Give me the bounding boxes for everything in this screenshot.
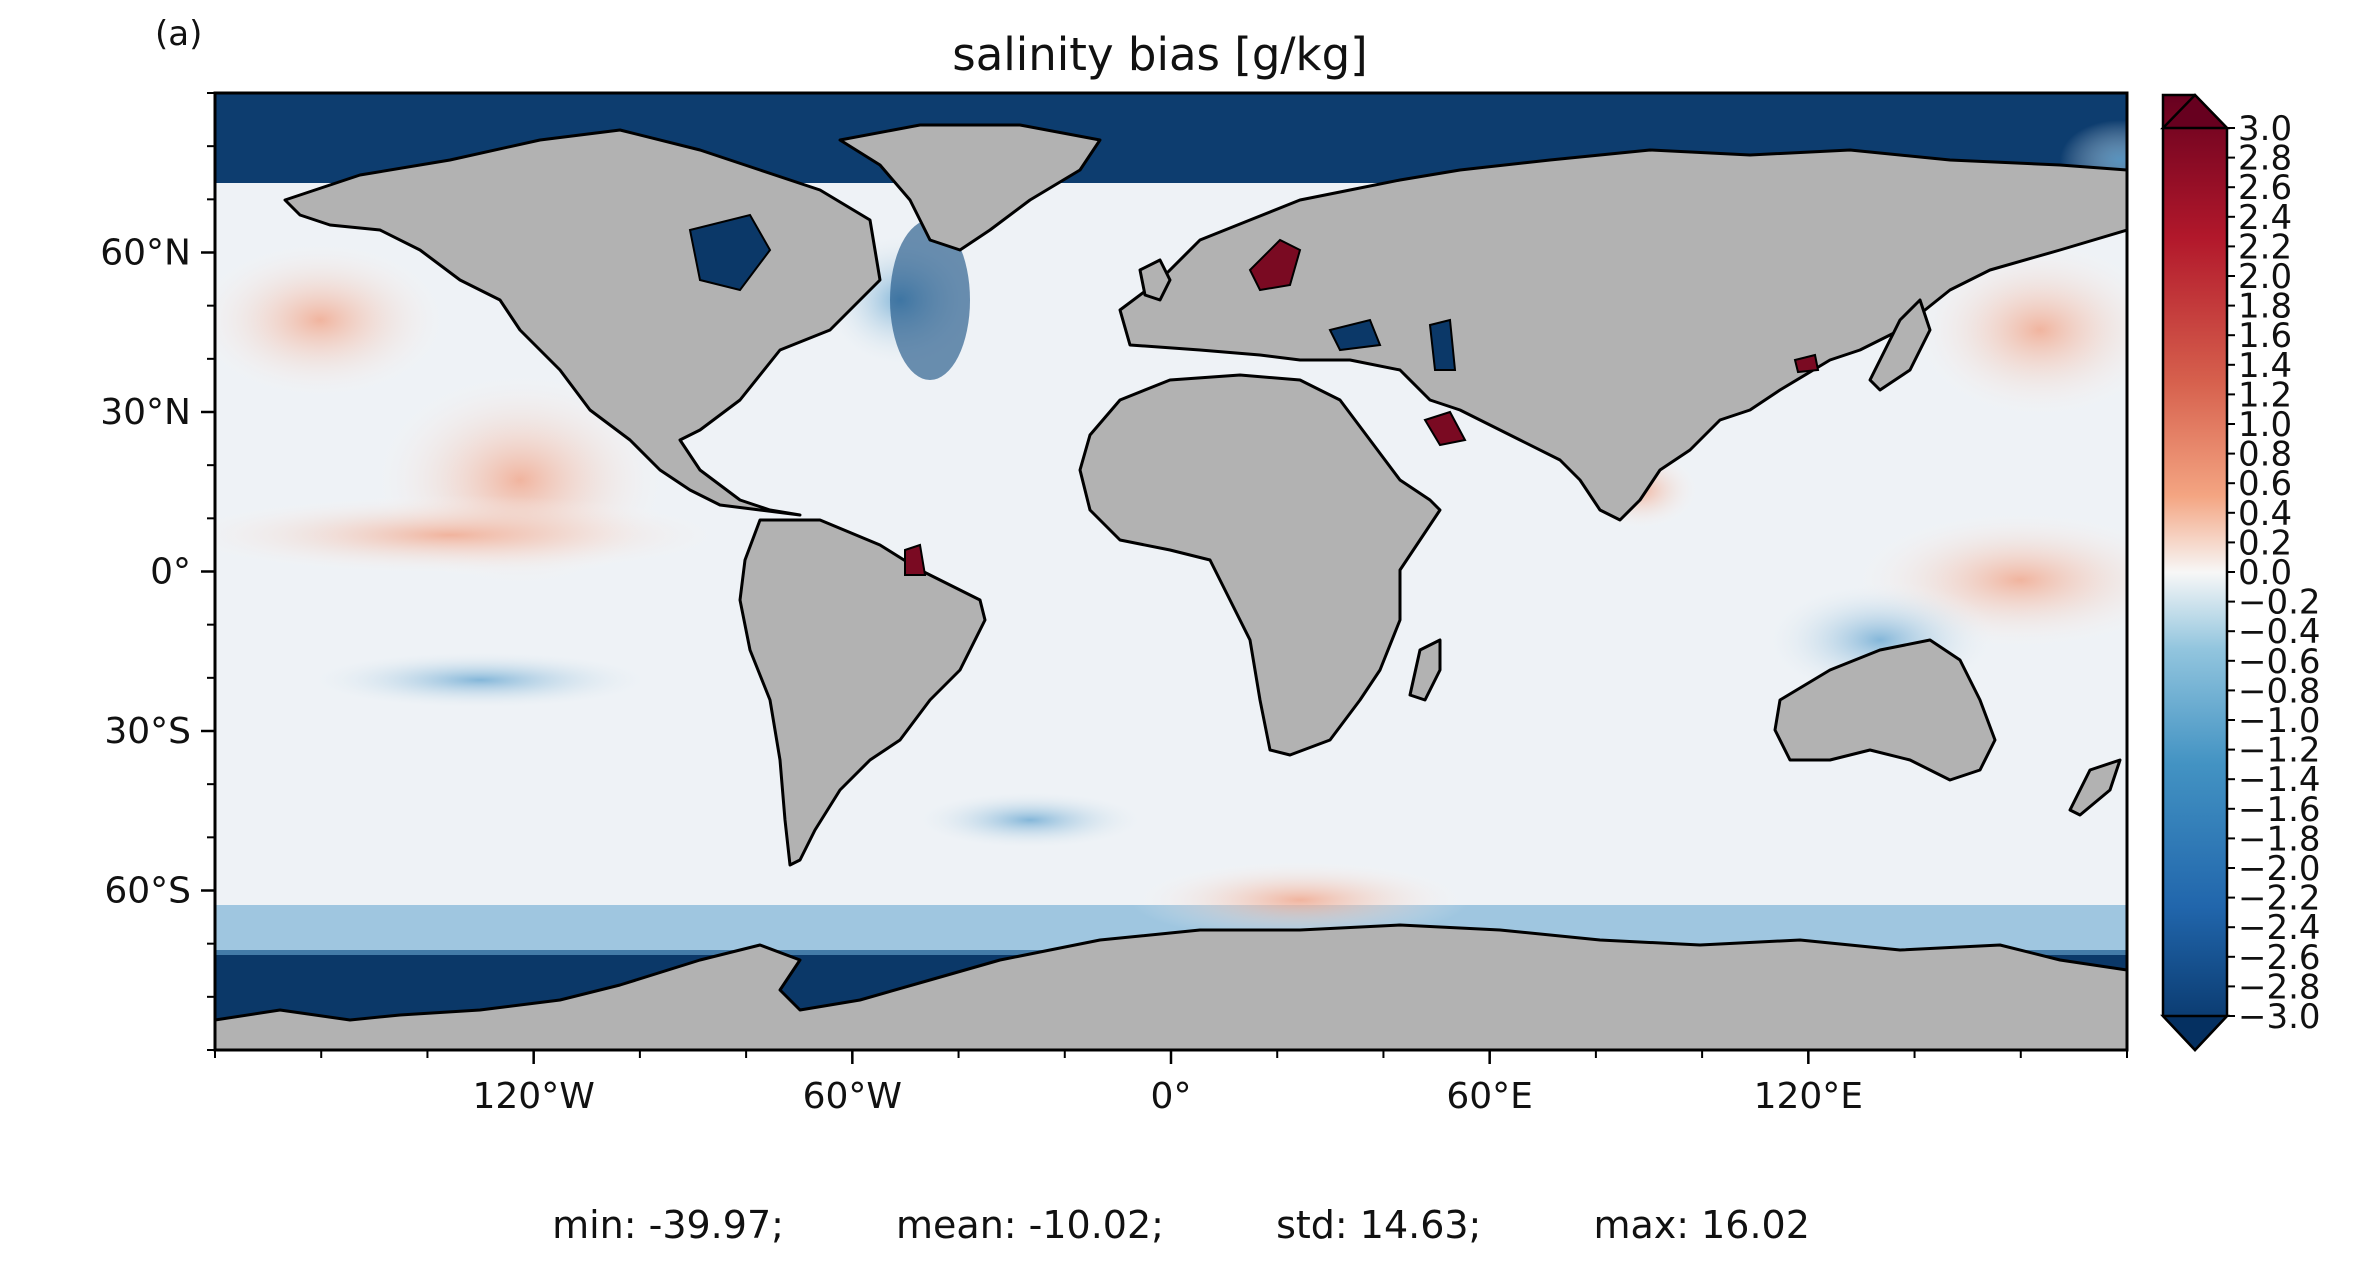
colorbar-tick-label: −1.8 — [2238, 819, 2321, 859]
hotspot-persian-gulf — [1423, 410, 1467, 447]
stat-std: std: 14.63; — [1276, 1203, 1482, 1247]
colorbar-tick-label: −0.2 — [2238, 583, 2321, 623]
land-uk — [1138, 258, 1172, 302]
stat-min: min: -39.97; — [552, 1203, 784, 1247]
colorbar-tick-label: −2.0 — [2238, 849, 2321, 889]
lat-tick-label: 30°S — [104, 711, 191, 752]
lat-ticks: 60°N 30°N 0° 30°S 60°S — [100, 92, 215, 1051]
colorbar: 3.02.82.62.42.22.01.81.61.41.21.00.80.60… — [2160, 93, 2321, 1052]
lon-tick-label: 60°E — [1446, 1076, 1533, 1117]
lowspot-black-sea — [1328, 318, 1382, 352]
colorbar-tick-label: 2.6 — [2238, 168, 2292, 208]
colorbar-tick-label: 2.2 — [2238, 227, 2292, 267]
colorbar-tick-label: −1.4 — [2238, 760, 2321, 800]
stat-max: max: 16.02 — [1593, 1203, 1810, 1247]
lon-tick-label: 120°W — [473, 1076, 595, 1117]
colorbar-tick-label: −2.4 — [2238, 908, 2321, 948]
land-south-america — [738, 518, 987, 867]
colorbar-tick-label: −1.6 — [2238, 790, 2321, 830]
map-title: salinity bias [g/kg] — [952, 28, 1368, 81]
colorbar-tick-label: 1.6 — [2238, 316, 2292, 356]
colorbar-tick-label: −0.4 — [2238, 612, 2321, 652]
colorbar-tick-label: −3.0 — [2238, 997, 2321, 1037]
hotspot-baltic — [1248, 238, 1302, 292]
lat-tick-label: 60°S — [104, 871, 191, 912]
colorbar-tick-label: 2.4 — [2238, 198, 2292, 238]
colorbar-tick-label: −0.6 — [2238, 642, 2321, 682]
colorbar-tick-label: −1.2 — [2238, 731, 2321, 771]
lowspot-caspian — [1428, 318, 1457, 371]
map-plot: 120°W 60°W 0° 60°E 120°E 60°N30°N0°30°S60°S … — [100, 91, 2321, 1117]
low-bias-spots — [688, 213, 1457, 371]
colorbar-tick-label: 0.8 — [2238, 435, 2292, 475]
lat-tick-label: 60°N — [100, 233, 191, 274]
hotspot-yellow-sea — [1793, 353, 1820, 374]
land-masses — [215, 123, 2127, 1050]
colorbar-ticks: 3.02.82.62.42.22.01.81.61.41.21.00.80.60… — [2227, 109, 2321, 1037]
land-eurasia — [1118, 148, 2127, 522]
colorbar-tick-label: 3.0 — [2238, 109, 2292, 149]
stat-mean: mean: -10.02; — [896, 1203, 1164, 1247]
lon-tick-label: 120°E — [1754, 1076, 1863, 1117]
colorbar-extend-bottom — [2160, 1014, 2230, 1052]
land-africa — [1078, 373, 1442, 757]
colorbar-tick-label: 0.4 — [2238, 494, 2292, 534]
land-new-zealand — [2068, 758, 2122, 817]
land-greenland — [838, 123, 1102, 252]
colorbar-tick-label: −1.0 — [2238, 701, 2321, 741]
colorbar-tick-label: 1.2 — [2238, 375, 2292, 415]
stats-line: min: -39.97; mean: -10.02; std: 14.63; m… — [0, 1203, 2362, 1247]
lon-ticks: 120°W 60°W 0° 60°E 120°E — [214, 1050, 2128, 1117]
colorbar-tick-label: 1.0 — [2238, 405, 2292, 445]
colorbar-tick-label: 0.0 — [2238, 553, 2292, 593]
land-madagascar — [1408, 638, 1442, 702]
lon-tick-label: 0° — [1151, 1076, 1192, 1117]
land-antarctica — [215, 923, 2127, 1050]
colorbar-body — [2161, 93, 2229, 1052]
colorbar-tick-label: 0.6 — [2238, 464, 2292, 504]
lat-tick-label: 0° — [150, 552, 191, 593]
lon-tick-label: 60°W — [803, 1076, 902, 1117]
colorbar-tick-label: −2.6 — [2238, 938, 2321, 978]
colorbar-tick-label: −2.8 — [2238, 967, 2321, 1007]
high-bias-spots — [904, 238, 1820, 576]
colorbar-extend-top — [2160, 93, 2230, 130]
hotspot-amazon — [904, 543, 927, 576]
colorbar-tick-label: 2.8 — [2238, 139, 2292, 179]
colorbar-tick-label: 0.2 — [2238, 523, 2292, 563]
colorbar-tick-label: −2.2 — [2238, 879, 2321, 919]
colorbar-tick-label: −0.8 — [2238, 671, 2321, 711]
lat-tick-label: 30°N — [100, 392, 191, 433]
panel-label: (a) — [155, 14, 203, 54]
lowspot-hudson-bay — [688, 213, 772, 292]
colorbar-tick-label: 1.4 — [2238, 346, 2292, 386]
land-australia — [1773, 638, 1997, 782]
colorbar-tick-label: 1.8 — [2238, 287, 2292, 327]
colorbar-tick-label: 2.0 — [2238, 257, 2292, 297]
land-japan — [1868, 298, 1932, 392]
